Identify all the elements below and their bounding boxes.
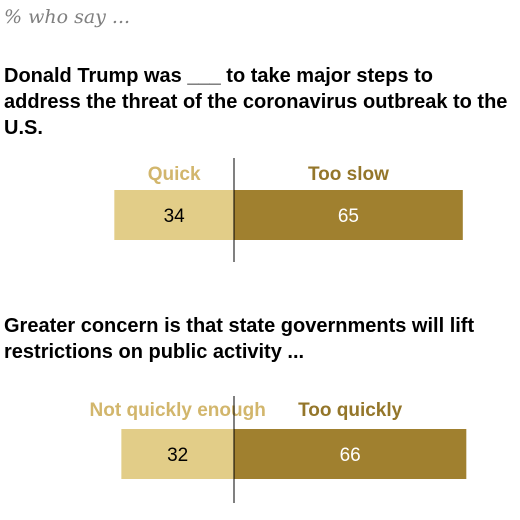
bar-1-right — [234, 190, 463, 240]
value-label-2-left: 32 — [167, 445, 188, 466]
category-label-2-left: Not quickly enough — [90, 400, 266, 421]
bar-2-left — [121, 429, 234, 479]
bar-1-left — [114, 190, 234, 240]
category-label-1-left: Quick — [148, 164, 201, 185]
category-label-1-right: Too slow — [308, 164, 389, 185]
value-label-2-right: 66 — [340, 445, 361, 466]
question-2-title: Greater concern is that state government… — [4, 315, 475, 363]
value-label-1-left: 34 — [164, 206, 186, 227]
value-label-1-right: 65 — [338, 206, 359, 227]
category-label-2-right: Too quickly — [298, 400, 403, 421]
chart-subtitle: % who say ... — [4, 6, 131, 28]
question-1-title: Donald Trump was ___ to take major steps… — [4, 65, 508, 139]
bar-2-right — [234, 429, 467, 479]
